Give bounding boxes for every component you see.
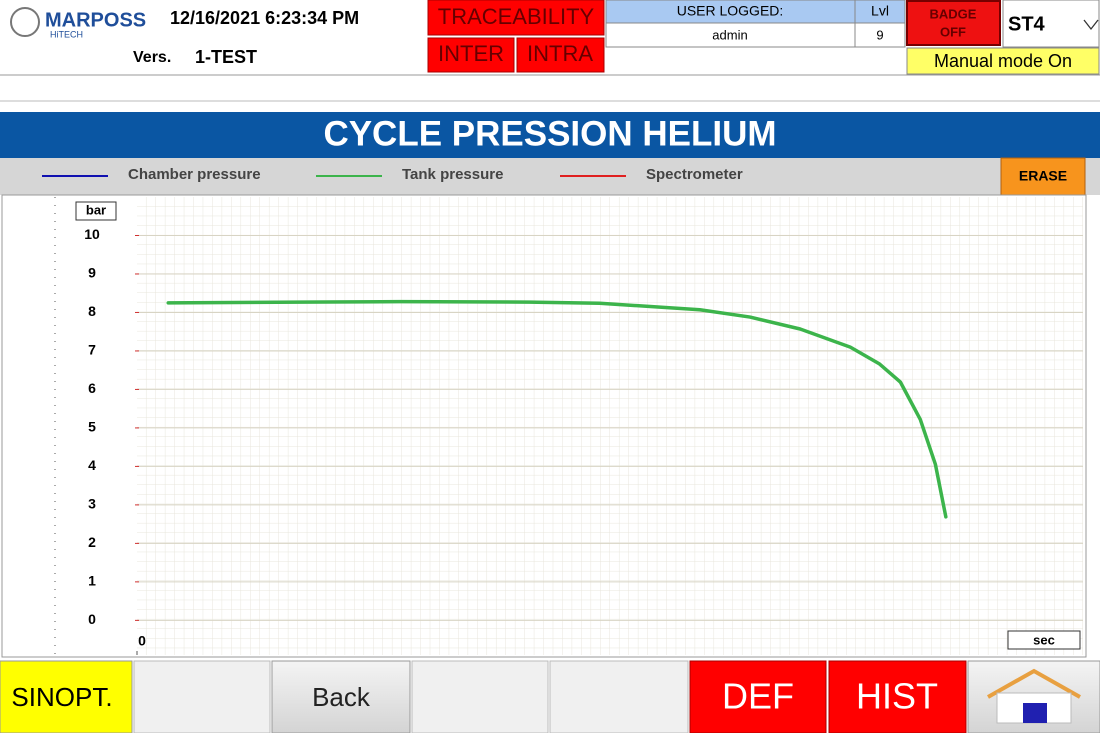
x-tick-label: 0 [138, 633, 146, 649]
y-tick-label: 10 [84, 226, 100, 242]
button-label: TRACEABILITY [438, 4, 595, 29]
intra-button[interactable]: INTRA [516, 37, 605, 73]
button-bg [271, 660, 411, 734]
traceability-button[interactable]: TRACEABILITY [427, 0, 605, 36]
y-tick-label: 1 [88, 573, 96, 589]
button-bg [427, 37, 515, 73]
button-bg [427, 0, 605, 36]
empty-button [411, 660, 549, 734]
level: 9 [876, 27, 883, 42]
level-bg [854, 22, 906, 48]
y-tick-label: 7 [88, 342, 96, 358]
x-axis-label: sec [1033, 632, 1055, 647]
level-label: Lvl [871, 3, 889, 19]
button-label: Back [312, 682, 371, 712]
y-tick-label: 0 [88, 611, 96, 627]
logo [10, 7, 40, 37]
button-label: BADGE [930, 6, 977, 21]
subbrand: HiTECH [50, 29, 83, 39]
badge-button[interactable]: BADGE OFF [906, 0, 1001, 46]
y-tick-label: 9 [88, 265, 96, 281]
legend-row [0, 158, 1100, 195]
button-bg [1000, 157, 1086, 196]
legend-label: Spectrometer [646, 166, 743, 183]
y-tick-label: 8 [88, 303, 96, 319]
button-bg [828, 660, 967, 734]
datetime: 12/16/2021 6:23:34 PM [170, 8, 359, 28]
button-label: SINOPT. [11, 682, 112, 712]
inter-button[interactable]: INTER [427, 37, 515, 73]
button-label: HIST [856, 676, 938, 717]
button-bg [906, 0, 1001, 46]
user-bg [605, 22, 856, 48]
button-bg [516, 37, 605, 73]
hist-button[interactable]: HIST [828, 660, 967, 734]
empty-button [549, 660, 689, 734]
y-tick-label: 4 [88, 457, 96, 473]
user: admin [712, 27, 747, 42]
y-tick-label: 6 [88, 380, 96, 396]
series-line [166, 299, 948, 519]
back-button[interactable]: Back [271, 660, 411, 734]
y-axis-label: bar [86, 202, 106, 217]
button-label: ERASE [1019, 168, 1067, 184]
page-title: CYCLE PRESSION HELIUM [323, 114, 776, 153]
sinopt-button[interactable]: SINOPT. [0, 660, 133, 734]
station: ST4 [1008, 13, 1046, 35]
erase-button[interactable]: ERASE [1000, 157, 1086, 196]
ylabel-box [75, 201, 117, 221]
button-bg [0, 660, 133, 734]
empty-button [133, 660, 271, 734]
user-logged-label: USER LOGGED: [677, 3, 784, 19]
home-roof [987, 668, 1081, 699]
brand: MARPOSS [45, 9, 146, 31]
station-select[interactable]: ST4 [1002, 0, 1100, 48]
version: 1-TEST [195, 47, 257, 67]
xlabel-box [1007, 630, 1081, 650]
mode: Manual mode On [934, 51, 1072, 71]
def-button[interactable]: DEF [689, 660, 827, 734]
minor-grid [137, 197, 1083, 655]
legend-label: Tank pressure [402, 166, 503, 183]
title-bar [0, 112, 1100, 158]
y-tick-label: 2 [88, 534, 96, 550]
y-tick-label: 3 [88, 496, 96, 512]
button-label: DEF [722, 676, 794, 717]
version-label: Vers. [133, 49, 171, 66]
select-bg [1002, 0, 1100, 48]
y-tick-label: 5 [88, 419, 96, 435]
dropdown-arrow [1083, 19, 1099, 31]
button-label: INTER [438, 41, 504, 66]
home-button[interactable] [967, 660, 1100, 734]
home-door [1023, 703, 1047, 723]
legend-label: Chamber pressure [128, 166, 261, 183]
button-bg [689, 660, 827, 734]
button-label: OFF [940, 24, 966, 39]
mode-bg [906, 47, 1100, 75]
button-label: INTRA [527, 41, 593, 66]
